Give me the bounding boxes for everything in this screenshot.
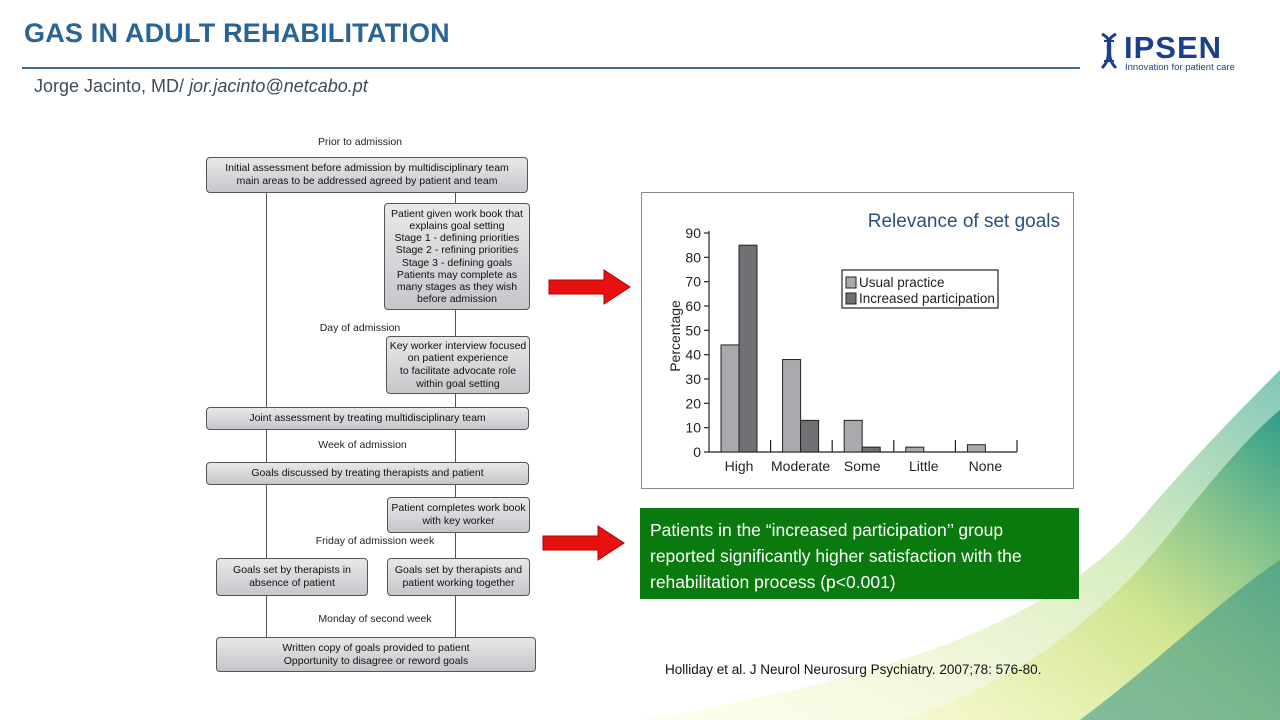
finding-callout: Patients in the “increased participation…	[640, 508, 1079, 599]
y-tick-label: 70	[685, 274, 701, 290]
x-tick-label: None	[969, 458, 1003, 474]
legend-swatch	[845, 276, 857, 289]
bar-usual-practice	[905, 446, 925, 453]
label-day-of-admission: Day of admission	[319, 322, 401, 334]
ipsen-logo: IPSEN Innovation for patient care	[1094, 30, 1264, 76]
legend-swatch	[845, 292, 857, 305]
page-title: GAS IN ADULT REHABILITATION	[24, 18, 450, 48]
x-tick-label: High	[725, 458, 754, 474]
author-email[interactable]: jor.jacinto@netcabo.pt	[189, 76, 368, 96]
bar-increased-participation	[738, 244, 758, 453]
author-line: Jorge Jacinto, MD/ jor.jacinto@netcabo.p…	[34, 76, 368, 97]
label-friday-admission-week: Friday of admission week	[315, 535, 435, 547]
chart-title: Relevance of set goals	[868, 211, 1060, 232]
right-arrow-icon	[548, 269, 631, 305]
box-key-worker: Key worker interview focused on patient …	[386, 336, 530, 394]
x-tick-label: Little	[909, 458, 939, 474]
y-tick-label: 90	[685, 225, 701, 241]
box-completes-workbook: Patient completes work book with key wor…	[387, 497, 530, 533]
y-tick-label: 60	[685, 298, 701, 314]
logo-word: IPSEN	[1124, 30, 1223, 65]
bar-usual-practice	[720, 344, 740, 453]
box-goals-set-together: Goals set by therapists and patient work…	[387, 558, 530, 596]
bar-usual-practice	[843, 419, 863, 453]
title-divider	[22, 67, 1080, 69]
y-tick-label: 0	[693, 444, 701, 460]
right-arrow-icon	[542, 525, 625, 561]
box-goals-discussed: Goals discussed by treating therapists a…	[206, 462, 529, 485]
y-tick-label: 30	[685, 371, 701, 387]
y-tick-label: 40	[685, 347, 701, 363]
y-tick-label: 20	[685, 395, 701, 411]
box-written-copy: Written copy of goals provided to patien…	[216, 637, 536, 672]
x-tick-label: Moderate	[771, 458, 830, 474]
x-tick-label: Some	[844, 458, 881, 474]
label-prior-to-admission: Prior to admission	[317, 136, 403, 148]
y-tick-label: 80	[685, 249, 701, 265]
bar-usual-practice	[782, 359, 802, 453]
label-monday-second-week: Monday of second week	[318, 613, 432, 625]
legend-label: Increased participation	[859, 291, 995, 306]
legend-box	[841, 269, 999, 309]
box-goals-set-absence: Goals set by therapists in absence of pa…	[216, 558, 368, 596]
bar-increased-participation	[861, 446, 881, 453]
bar-increased-participation	[800, 419, 820, 453]
box-workbook: Patient given work book that explains go…	[384, 203, 530, 310]
label-week-of-admission: Week of admission	[318, 439, 407, 451]
chart-svg: Relevance of set goals Percentage 0 10 20 3…	[667, 211, 1060, 474]
citation: Holliday et al. J Neurol Neurosurg Psych…	[665, 662, 1042, 677]
y-tick-label: 50	[685, 322, 701, 338]
box-joint-assessment: Joint assessment by treating multidiscip…	[206, 407, 529, 430]
box-initial-assessment: Initial assessment before admission by m…	[206, 157, 528, 193]
legend-label: Usual practice	[859, 275, 945, 290]
relevance-chart: Relevance of set goals Percentage 0 10 20 3…	[641, 192, 1074, 489]
dna-icon	[1100, 32, 1118, 70]
bar-usual-practice	[966, 444, 986, 453]
y-tick-label: 10	[685, 420, 701, 436]
logo-tagline: Innovation for patient care	[1125, 62, 1235, 73]
y-axis-label: Percentage	[667, 300, 683, 372]
author-name: Jorge Jacinto, MD/	[34, 76, 190, 96]
